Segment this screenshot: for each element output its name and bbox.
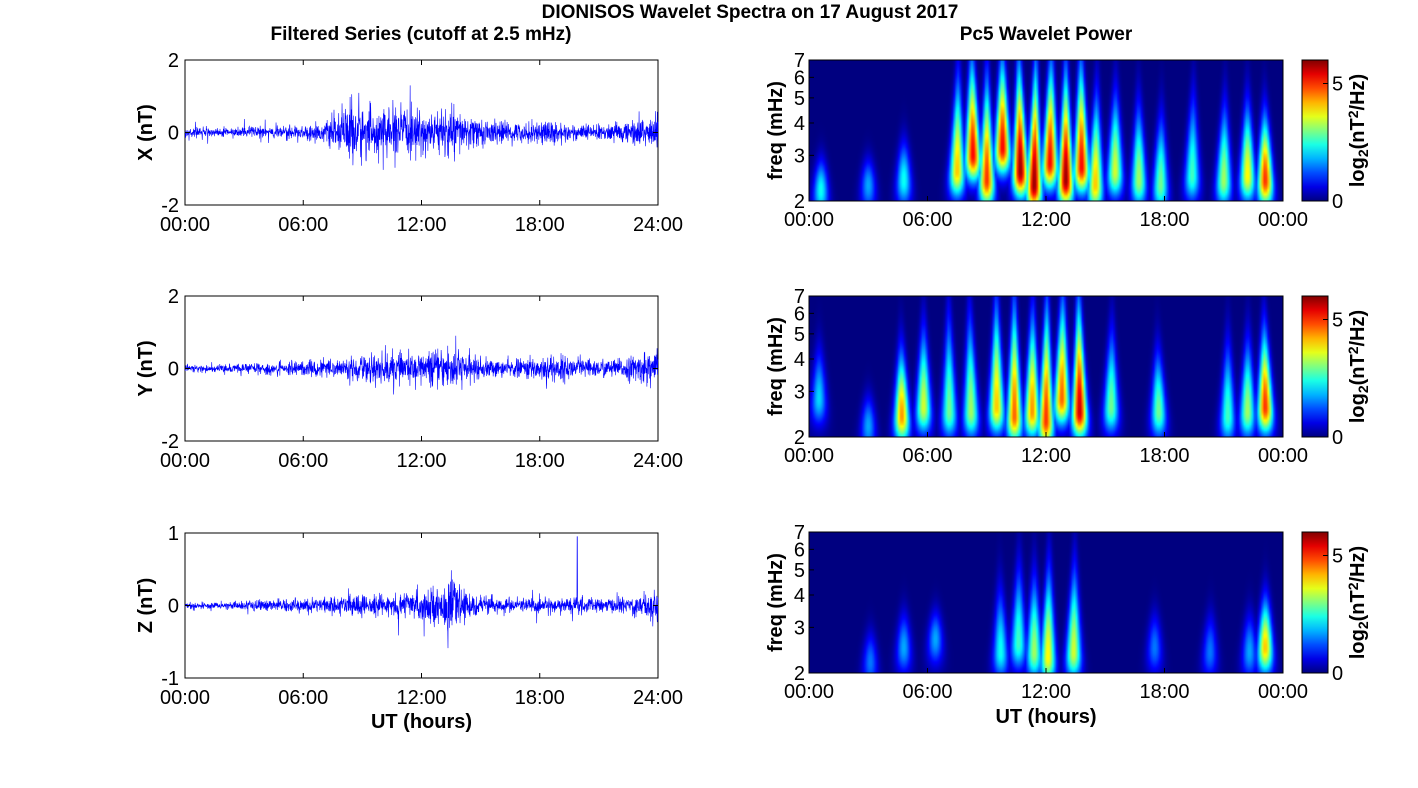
x-tick-label: 24:00 bbox=[633, 214, 683, 236]
left-column-title: Filtered Series (cutoff at 2.5 mHz) bbox=[271, 24, 572, 45]
x-tick-label: 00:00 bbox=[160, 214, 210, 236]
x-tick-label: 24:00 bbox=[633, 687, 683, 709]
x-tick-label: 06:00 bbox=[278, 450, 328, 472]
y-tick-label: 7 bbox=[794, 522, 805, 544]
series-line bbox=[184, 335, 659, 395]
x-tick-label: 00:00 bbox=[160, 450, 210, 472]
y-tick-label: -2 bbox=[161, 431, 179, 453]
y-tick-label: 7 bbox=[794, 50, 805, 72]
x-tick-label: 00:00 bbox=[784, 445, 834, 467]
y-tick-label: 2 bbox=[794, 427, 805, 449]
figure-title: DIONISOS Wavelet Spectra on 17 August 20… bbox=[542, 2, 959, 23]
y-tick-label: 2 bbox=[168, 50, 179, 72]
timeseries-panel-z: 00:00 06:00 12:00 18:00 24:00 -1 0 1 Z (nT) UT (h… bbox=[135, 523, 683, 733]
x-tick-label: 18:00 bbox=[1139, 209, 1189, 231]
colorbar-label: log2(nT2/Hz) bbox=[1345, 546, 1370, 659]
y-axis-label: freq (mHz) bbox=[765, 317, 787, 416]
y-tick-label: 0 bbox=[168, 123, 179, 145]
y-tick-label: 6 bbox=[794, 67, 805, 89]
x-tick-label: 18:00 bbox=[515, 450, 565, 472]
series-line bbox=[184, 85, 659, 170]
colorbar-label: log2(nT2/Hz) bbox=[1345, 74, 1370, 187]
x-tick-label: 06:00 bbox=[278, 687, 328, 709]
x-tick-label: 06:00 bbox=[902, 681, 952, 703]
colorbar-tick-label: 5 bbox=[1332, 310, 1343, 332]
colorbar-scale bbox=[1301, 59, 1329, 202]
y-tick-label: 1 bbox=[168, 523, 179, 545]
x-tick-label: 18:00 bbox=[1139, 681, 1189, 703]
y-tick-label: 2 bbox=[168, 286, 179, 308]
x-axis-label: UT (hours) bbox=[995, 706, 1096, 728]
x-tick-label: 00:00 bbox=[1258, 209, 1308, 231]
y-tick-label: 3 bbox=[794, 145, 805, 167]
y-tick-label: 6 bbox=[794, 303, 805, 325]
x-tick-label: 06:00 bbox=[902, 209, 952, 231]
x-tick-label: 12:00 bbox=[396, 687, 446, 709]
x-tick-label: 24:00 bbox=[633, 450, 683, 472]
colorbar-scale bbox=[1301, 531, 1329, 674]
x-tick-label: 18:00 bbox=[515, 214, 565, 236]
y-tick-label: 5 bbox=[794, 560, 805, 582]
colorbar-tick-label: 5 bbox=[1332, 546, 1343, 568]
x-tick-label: 12:00 bbox=[1021, 445, 1071, 467]
y-tick-label: 4 bbox=[794, 113, 805, 135]
x-tick-label: 00:00 bbox=[784, 209, 834, 231]
y-tick-label: 6 bbox=[794, 539, 805, 561]
x-tick-label: 18:00 bbox=[515, 687, 565, 709]
wavelet-heatmap bbox=[809, 296, 1283, 437]
colorbar-tick-label: 0 bbox=[1332, 663, 1343, 685]
timeseries-panel-y: 00:00 06:00 12:00 18:00 24:00 -2 0 2 Y (nT) bbox=[135, 286, 683, 472]
x-tick-label: 12:00 bbox=[396, 214, 446, 236]
y-tick-label: 0 bbox=[168, 359, 179, 381]
wavelet-heatmap bbox=[809, 532, 1283, 673]
x-tick-label: 06:00 bbox=[278, 214, 328, 236]
y-tick-label: 3 bbox=[794, 617, 805, 639]
wavelet-heatmap bbox=[809, 60, 1283, 201]
y-axis-label: freq (mHz) bbox=[765, 81, 787, 180]
x-tick-label: 00:00 bbox=[1258, 445, 1308, 467]
x-tick-label: 00:00 bbox=[160, 687, 210, 709]
x-tick-label: 12:00 bbox=[1021, 681, 1071, 703]
x-tick-label: 18:00 bbox=[1139, 445, 1189, 467]
y-axis-label: X (nT) bbox=[135, 104, 157, 161]
y-tick-label: 2 bbox=[794, 191, 805, 213]
x-axis-label: UT (hours) bbox=[371, 711, 472, 733]
colorbar-scale bbox=[1301, 295, 1329, 438]
x-tick-label: 00:00 bbox=[1258, 681, 1308, 703]
y-tick-label: 2 bbox=[794, 663, 805, 685]
x-tick-label: 06:00 bbox=[902, 445, 952, 467]
x-tick-label: 00:00 bbox=[784, 681, 834, 703]
y-tick-label: 4 bbox=[794, 585, 805, 607]
y-axis-label: freq (mHz) bbox=[765, 553, 787, 652]
timeseries-panel-x: 00:00 06:00 12:00 18:00 24:00 -2 0 2 X (nT) bbox=[135, 50, 683, 236]
colorbar-label: log2(nT2/Hz) bbox=[1345, 310, 1370, 423]
y-tick-label: 3 bbox=[794, 381, 805, 403]
y-axis-label: Z (nT) bbox=[135, 578, 157, 634]
series-line bbox=[184, 536, 659, 649]
y-tick-label: 7 bbox=[794, 286, 805, 308]
right-column-title: Pc5 Wavelet Power bbox=[960, 24, 1133, 45]
y-tick-label: 5 bbox=[794, 324, 805, 346]
x-tick-label: 12:00 bbox=[1021, 209, 1071, 231]
y-tick-label: -2 bbox=[161, 195, 179, 217]
y-tick-label: -1 bbox=[161, 668, 179, 690]
y-tick-label: 0 bbox=[168, 596, 179, 618]
y-axis-label: Y (nT) bbox=[135, 340, 157, 396]
colorbar-tick-label: 0 bbox=[1332, 427, 1343, 449]
y-tick-label: 5 bbox=[794, 88, 805, 110]
y-tick-label: 4 bbox=[794, 349, 805, 371]
colorbar-tick-label: 5 bbox=[1332, 74, 1343, 96]
x-tick-label: 12:00 bbox=[396, 450, 446, 472]
colorbar-tick-label: 0 bbox=[1332, 191, 1343, 213]
